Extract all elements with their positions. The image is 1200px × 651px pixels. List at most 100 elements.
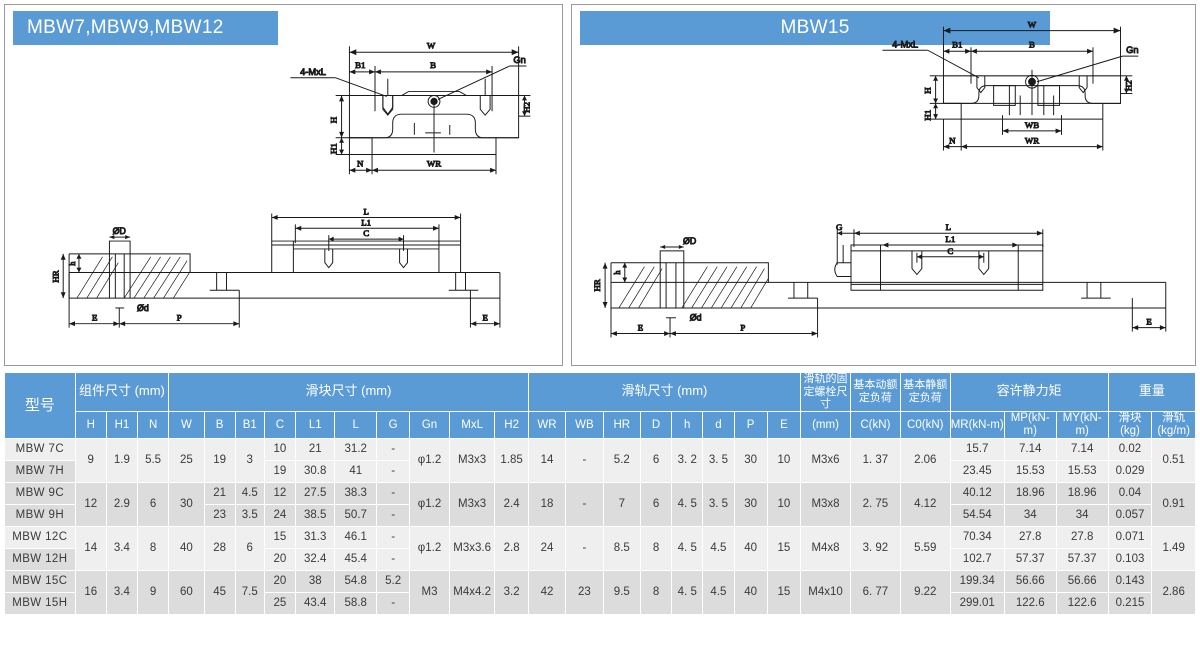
- header-static-unit: C0(kN): [899, 410, 951, 440]
- header-group-assembly: 组件尺寸 (mm): [74, 372, 170, 412]
- svg-text:HR: HR: [50, 270, 60, 282]
- header-MxL: MxL: [448, 410, 496, 440]
- table-row: MBW 15H 25 43.4 58.8-299.01 122.6 122.6 0.215: [4, 592, 1196, 616]
- svg-text:E: E: [92, 313, 97, 323]
- svg-text:L1: L1: [361, 217, 371, 227]
- panel-mbw-small: MBW7,MBW9,MBW12 W: [4, 4, 564, 366]
- cell-C: 20: [263, 548, 296, 572]
- header-G: G: [376, 410, 411, 440]
- header-L: L: [334, 410, 378, 440]
- svg-text:H1: H1: [923, 110, 933, 121]
- cell-H1: 2.9: [105, 482, 139, 528]
- table-row: MBW 9C 12 2.9 6 30 21 4.5 12 27.5 38.3- φ1.2 M3x3 2.…: [4, 482, 1196, 528]
- cell-D: 8: [639, 570, 673, 616]
- cell-W: 40: [168, 526, 205, 572]
- header-MP: MP(kN-m): [1003, 410, 1057, 440]
- svg-text:HR: HR: [592, 279, 602, 291]
- header-H: H: [74, 410, 107, 440]
- cell-MY: 27.8: [1055, 526, 1109, 550]
- cell-HR: 7: [602, 482, 642, 528]
- cell-D: 8: [639, 526, 673, 572]
- cell-weight-rail: 0.51: [1151, 438, 1196, 484]
- model-name: MBW 7H: [4, 460, 76, 484]
- header-d: d: [702, 410, 735, 440]
- header-row-subs: H H1 N W B B1 C L1 L G Gn MxL H2 WR WB H…: [5, 410, 1196, 440]
- table-row: MBW 12C 14 3.4 8 40 28 6 15 31.3 46.1- φ1.2 M3x3.6 2…: [4, 526, 1196, 572]
- cell-MP: 57.37: [1003, 548, 1057, 572]
- svg-text:WR: WR: [1025, 136, 1039, 146]
- svg-text:WR: WR: [427, 158, 441, 168]
- header-D: D: [639, 410, 673, 440]
- header-B: B: [203, 410, 236, 440]
- header-model: 型号: [4, 371, 76, 440]
- header-h: h: [671, 410, 704, 440]
- svg-text:ØD: ØD: [683, 236, 696, 246]
- cell-MP: 15.53: [1003, 460, 1057, 484]
- cell-G: 5.2: [376, 570, 411, 594]
- svg-text:L: L: [363, 207, 368, 217]
- cell-bolt: M4x10: [800, 570, 851, 616]
- model-name: MBW 9H: [4, 504, 76, 528]
- svg-text:4-MxL: 4-MxL: [300, 67, 326, 77]
- cell-MxL: M4x4.2: [448, 570, 496, 616]
- svg-text:h: h: [68, 262, 77, 266]
- cell-Gn: φ1.2: [409, 526, 450, 572]
- cell-L: 31.2: [334, 438, 378, 462]
- header-W: W: [168, 410, 205, 440]
- table-row: MBW 15C 16 3.4 9 60 45 7.5 20 38 54.8 5.2 M3 M4x4.2 3…: [4, 570, 1196, 616]
- drawing-panels: MBW7,MBW9,MBW12 W: [4, 4, 1196, 366]
- cell-weight-block: 0.143: [1107, 570, 1153, 594]
- svg-text:P: P: [177, 313, 182, 323]
- svg-text:B: B: [1029, 39, 1035, 49]
- header-group-bolt: 滑轨的固定螺栓尺寸: [800, 372, 851, 412]
- cell-G: -: [376, 460, 411, 484]
- svg-text:L1: L1: [946, 234, 956, 244]
- header-L1: L1: [294, 410, 336, 440]
- cell-H: 9: [74, 438, 107, 484]
- svg-text:H2: H2: [521, 102, 531, 113]
- svg-text:N: N: [949, 136, 956, 146]
- svg-text:Ød: Ød: [137, 303, 149, 313]
- cell-L: 38.3: [334, 482, 378, 506]
- cell-G: -: [376, 548, 411, 572]
- technical-drawing-mbw-small: W B1 B: [5, 5, 562, 365]
- cell-N: 9: [136, 570, 170, 616]
- table-body: MBW 7C 9 1.9 5.5 25 19 3 10 21 31.2- φ1.2 M3x3 1.85 1…: [4, 438, 1196, 616]
- header-group-moment: 容许静力矩: [949, 372, 1109, 412]
- model-name: MBW 7C: [4, 438, 76, 462]
- cell-bolt: M4x8: [800, 526, 851, 572]
- cell-HR: 5.2: [602, 438, 642, 484]
- cell-L: 45.4: [334, 548, 378, 572]
- header-N: N: [136, 410, 170, 440]
- cell-weight-block: 0.071: [1107, 526, 1153, 550]
- cell-P: 30: [733, 482, 768, 528]
- header-WR: WR: [527, 410, 567, 440]
- cell-N: 6: [136, 482, 170, 528]
- panel-title-mbw15: MBW15: [580, 11, 1051, 45]
- cell-h: 4. 5: [671, 526, 704, 572]
- cell-WR: 42: [527, 570, 567, 616]
- cell-C-kN: 2. 75: [849, 482, 901, 528]
- table-row: MBW 9H 23 3.5 24 38.5 50.7-54.54 34 34 0.057: [4, 504, 1196, 528]
- header-MR: MR(kN-m): [949, 410, 1005, 440]
- cell-C-kN: 6. 77: [849, 570, 901, 616]
- cell-C-kN: 3. 92: [849, 526, 901, 572]
- table-header: 型号 组件尺寸 (mm) 滑块尺寸 (mm) 滑轨尺寸 (mm) 滑轨的固定螺栓…: [4, 371, 1197, 440]
- cell-B: 45: [203, 570, 236, 616]
- svg-text:B: B: [430, 60, 436, 70]
- header-C: C: [263, 410, 296, 440]
- cell-MY: 56.66: [1055, 570, 1109, 594]
- header-WB: WB: [565, 410, 604, 440]
- svg-text:G: G: [836, 222, 843, 232]
- cell-C: 25: [263, 592, 296, 616]
- cell-weight-block: 0.215: [1107, 592, 1153, 616]
- cell-h: 4. 5: [671, 570, 704, 616]
- cell-MR: 102.7: [949, 548, 1005, 572]
- cell-L1: 21: [294, 438, 336, 462]
- cell-d: 4.5: [702, 570, 735, 616]
- cell-MR: 199.34: [949, 570, 1005, 594]
- header-group-static: 基本静额定负荷: [899, 372, 951, 412]
- cell-weight-block: 0.057: [1107, 504, 1153, 528]
- cell-L1: 27.5: [294, 482, 336, 506]
- cell-MP: 34: [1003, 504, 1057, 528]
